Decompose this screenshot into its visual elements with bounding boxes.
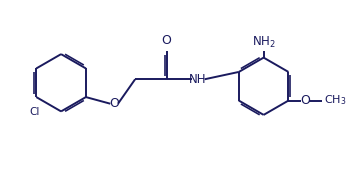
Text: NH: NH <box>189 73 207 86</box>
Text: CH$_3$: CH$_3$ <box>324 94 347 108</box>
Text: NH$_2$: NH$_2$ <box>252 35 276 50</box>
Text: O: O <box>162 34 172 47</box>
Text: O: O <box>109 97 119 110</box>
Text: O: O <box>300 94 310 107</box>
Text: Cl: Cl <box>29 107 40 117</box>
